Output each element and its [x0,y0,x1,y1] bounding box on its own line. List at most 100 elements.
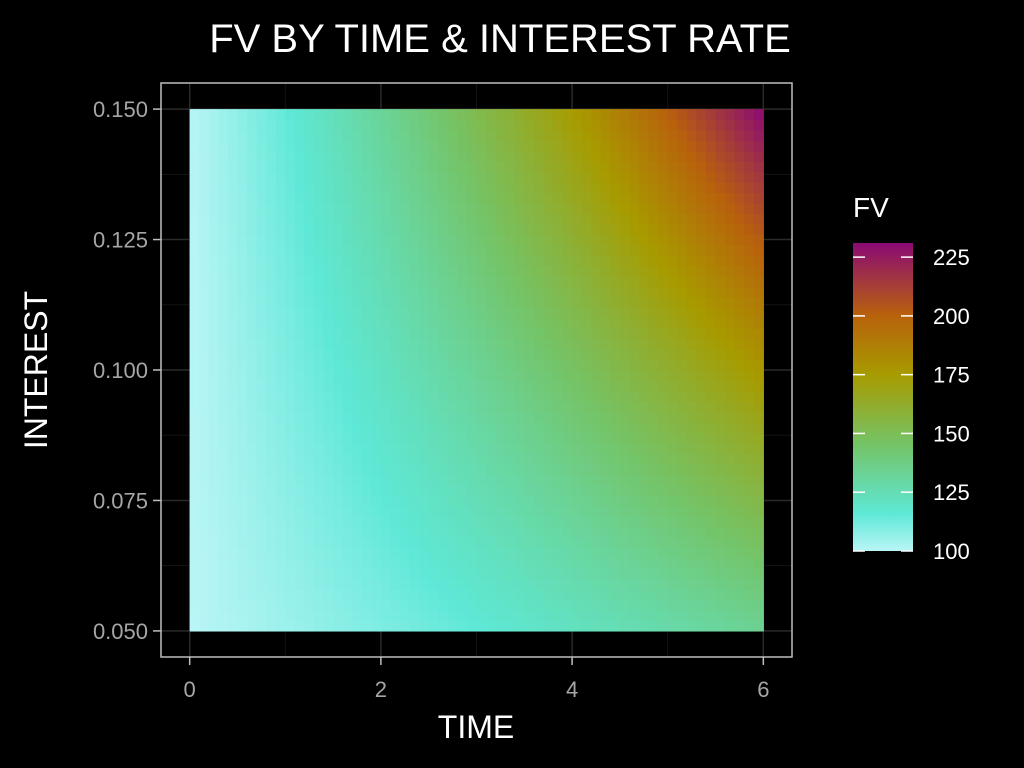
heatmap-cell [371,265,382,277]
heatmap-cell [677,536,688,549]
heatmap-cell [677,349,688,361]
heatmap-cell [218,171,229,183]
heatmap-cell [199,380,210,392]
heatmap-cell [380,255,392,267]
heatmap-cell [380,474,392,486]
heatmap-cell [313,349,325,361]
heatmap-cell [256,140,267,152]
heatmap-cell [753,422,764,434]
heatmap-cell [686,443,697,455]
heatmap-cell [581,505,592,517]
heatmap-cell [725,620,736,632]
heatmap-cell [428,182,439,194]
legend-tick-label: 125 [933,480,970,505]
heatmap-cell [753,171,764,183]
heatmap-cell [189,599,200,611]
heatmap-cell [572,296,583,308]
heatmap-cell [237,328,248,340]
heatmap-cell [380,589,392,601]
heatmap-cell [390,505,401,517]
heatmap-cell [409,370,420,382]
heatmap-cell [409,422,420,434]
heatmap-cell [466,505,478,517]
heatmap-cell [514,109,525,121]
heatmap-cell [514,244,525,256]
heatmap-cell [208,443,219,455]
heatmap-cell [696,140,707,152]
heatmap-cell [313,328,325,340]
heatmap-cell [639,359,650,371]
heatmap-cell [400,140,411,152]
heatmap-cell [247,443,258,455]
heatmap-cell [505,474,516,486]
heatmap-cell [400,474,411,486]
heatmap-cell [629,463,640,475]
heatmap-cell [514,338,525,350]
heatmap-cell [476,244,487,256]
heatmap-cell [753,516,764,528]
heatmap-cell [734,255,745,267]
heatmap-cell [447,443,458,455]
heatmap-cell [352,390,363,402]
heatmap-cell [294,516,306,528]
heatmap-cell [581,557,592,569]
heatmap-cell [189,610,200,622]
heatmap-cell [199,432,210,444]
heatmap-cell [705,203,717,215]
heatmap-cell [629,223,640,235]
heatmap-cell [189,338,200,350]
heatmap-cell [352,109,363,121]
heatmap-cell [247,432,258,444]
heatmap-cell [610,317,621,329]
heatmap-cell [486,380,497,392]
heatmap-cell [409,484,420,496]
heatmap-cell [218,463,229,475]
heatmap-cell [533,516,545,528]
heatmap-cell [667,589,678,601]
heatmap-cell [744,223,755,235]
heatmap-cell [285,599,296,611]
heatmap-cell [304,484,315,496]
heatmap-cell [208,526,219,538]
heatmap-cell [639,349,650,361]
heatmap-cell [447,547,458,559]
heatmap-cell [400,370,411,382]
heatmap-cell [686,557,697,569]
heatmap-cell [361,443,372,455]
heatmap-cell [294,109,306,121]
heatmap-cell [294,526,306,538]
heatmap-cell [438,505,449,517]
heatmap-cell [533,443,545,455]
heatmap-cell [409,432,420,444]
heatmap-cell [390,474,401,486]
heatmap-cell [428,589,439,601]
heatmap-cell [705,286,717,298]
heatmap-cell [543,171,554,183]
heatmap-cell [533,610,545,622]
heatmap-cell [313,265,325,277]
heatmap-cell [266,599,277,611]
heatmap-cell [428,390,439,402]
legend-tick-label: 200 [933,304,970,329]
heatmap-cell [619,557,631,569]
heatmap-cell [658,109,669,121]
heatmap-cell [562,484,573,496]
heatmap-cell [696,328,707,340]
heatmap-cell [667,484,678,496]
heatmap-cell [218,516,229,528]
heatmap-cell [371,244,382,256]
heatmap-cell [256,422,267,434]
heatmap-cell [533,370,545,382]
heatmap-cell [648,244,659,256]
heatmap-cell [313,526,325,538]
heatmap-cell [285,119,296,131]
heatmap-cell [400,463,411,475]
heatmap-cell [514,140,525,152]
heatmap-cell [696,349,707,361]
heatmap-cell [304,401,315,413]
heatmap-cell [189,505,200,517]
legend-tick-label: 175 [933,363,970,388]
heatmap-cell [686,265,697,277]
heatmap-cell [227,328,239,340]
